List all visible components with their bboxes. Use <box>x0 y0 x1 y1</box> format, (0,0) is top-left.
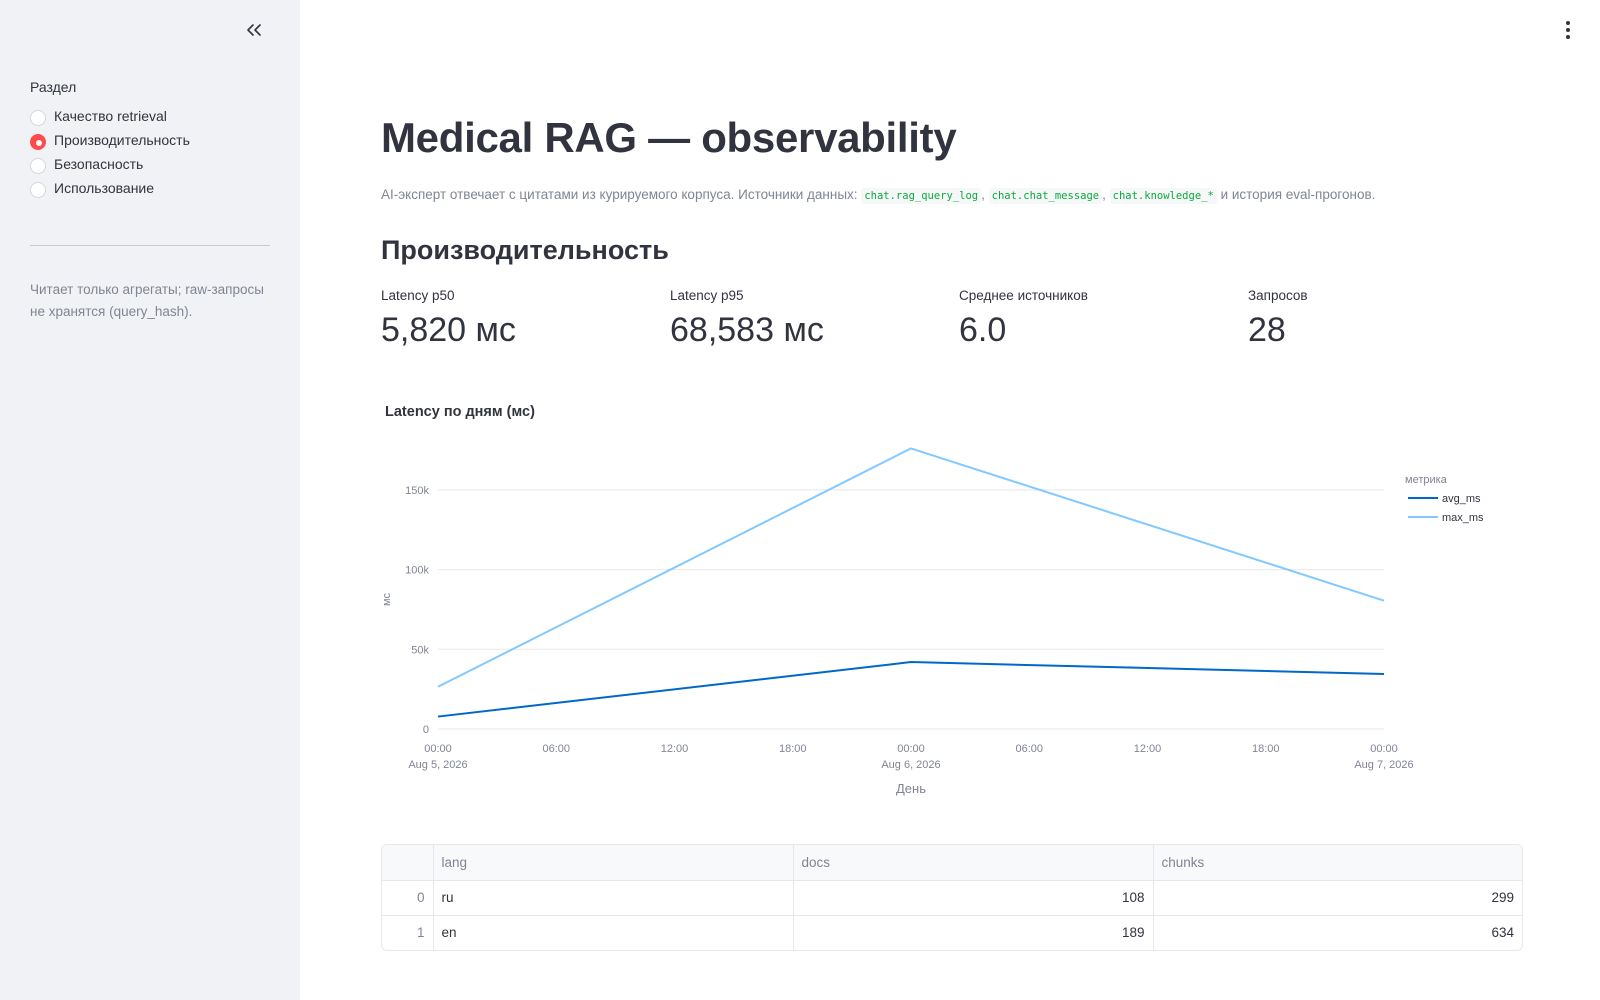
metric-label: Среднее источников <box>959 288 1088 303</box>
subtitle-text-suffix: и история eval-прогонов. <box>1220 187 1376 202</box>
sidebar-divider <box>30 245 270 246</box>
x-tick-label: 06:00 <box>1015 743 1043 755</box>
vertical-dots-icon-dot <box>1566 28 1570 32</box>
metric-label: Запросов <box>1248 288 1308 303</box>
page-title: Medical RAG — observability <box>381 114 957 161</box>
latency-chart[interactable]: Latency по дням (мс) 0 50k 100k 150k 00:00 Au… <box>381 400 1521 820</box>
x-tick-label: 12:00 <box>1134 743 1162 755</box>
chart-title: Latency по дням (мс) <box>385 404 535 420</box>
x-tick-date-label: Aug 6, 2026 <box>881 759 940 771</box>
metric-label: Latency p50 <box>381 288 455 303</box>
series-line-avg_ms <box>437 661 1385 718</box>
table-cell-chunks[interactable]: 299 <box>1153 880 1522 916</box>
metric-label: Latency p95 <box>670 288 744 303</box>
x-tick-date-label: Aug 5, 2026 <box>408 759 467 771</box>
table-header-row: lang docs chunks <box>382 845 1522 881</box>
series-line-max_ms <box>437 447 1385 688</box>
radio-button-unchecked[interactable] <box>30 181 46 198</box>
radio-option-label: Производительность <box>54 132 190 148</box>
legend-label-avg_ms: avg_ms <box>1442 493 1481 505</box>
lang-stats-table[interactable]: lang docs chunks 0 ru 108 299 1 en 189 6… <box>381 844 1523 951</box>
section-radio-group: Качество retrieval Производительность Бе… <box>30 104 190 200</box>
x-tick-label: 18:00 <box>779 743 807 755</box>
radio-option-usage[interactable]: Использование <box>30 176 190 200</box>
sidebar: Раздел Качество retrieval Производительн… <box>0 0 300 1000</box>
x-axis-title: День <box>896 781 926 796</box>
vertical-dots-icon-dot <box>1566 35 1570 39</box>
radio-option-security[interactable]: Безопасность <box>30 152 190 176</box>
code-chat-message: chat.chat_message <box>988 188 1103 204</box>
subtitle-text: AI-эксперт отвечает с цитатами из куриру… <box>381 187 858 202</box>
y-tick-label: 0 <box>423 724 429 736</box>
metric-requests: Запросов 28 <box>1248 288 1308 350</box>
x-tick-label: 00:00 <box>424 743 452 755</box>
chart-svg[interactable]: 0 50k 100k 150k 00:00 Aug 5, 2026 06:00 12:00 18… <box>381 400 1521 820</box>
y-axis-title: мс <box>381 592 393 606</box>
subtitle-sep: , <box>1102 187 1106 202</box>
table-row: 0 ru 108 299 <box>382 880 1522 916</box>
collapse-sidebar-button[interactable] <box>240 18 268 42</box>
radio-option-label: Использование <box>54 180 155 196</box>
metric-value: 28 <box>1248 311 1286 349</box>
table-cell-docs[interactable]: 189 <box>793 915 1154 950</box>
sidebar-caption: Читает только агрегаты; raw-запросы не х… <box>30 282 264 319</box>
table-header-index[interactable] <box>382 845 434 881</box>
x-tick-label: 00:00 <box>897 743 925 755</box>
table-header-docs[interactable]: docs <box>793 845 1154 881</box>
radio-option-label: Безопасность <box>54 156 144 172</box>
x-tick-label: 12:00 <box>661 743 689 755</box>
radio-button-unchecked[interactable] <box>30 109 46 126</box>
main-menu-button[interactable] <box>1560 18 1576 42</box>
metric-avg-sources: Среднее источников 6.0 <box>959 288 1088 350</box>
radio-button-checked[interactable] <box>30 133 46 150</box>
code-rag-query-log: chat.rag_query_log <box>861 188 982 204</box>
table-cell-lang[interactable]: en <box>433 915 794 950</box>
subtitle-sep: , <box>981 187 985 202</box>
y-tick-label: 150k <box>405 485 429 497</box>
x-tick-date-label: Aug 7, 2026 <box>1354 759 1413 771</box>
table-cell-chunks[interactable]: 634 <box>1491 925 1514 941</box>
table-cell-index[interactable]: 0 <box>382 880 434 916</box>
table-row: 1 en 189 634 <box>382 915 1522 950</box>
radio-option-retrieval-quality[interactable]: Качество retrieval <box>30 104 190 128</box>
section-title: Производительность <box>381 235 669 265</box>
metric-latency-p95: Latency p95 68,583 мс <box>670 288 824 350</box>
legend-title: метрика <box>1405 474 1448 486</box>
table-cell-lang[interactable]: ru <box>433 880 794 916</box>
table-cell-docs[interactable]: 108 <box>793 880 1154 916</box>
metric-value: 6.0 <box>959 311 1007 349</box>
metric-latency-p50: Latency p50 5,820 мс <box>381 288 516 350</box>
radio-option-label: Качество retrieval <box>54 108 167 124</box>
x-tick-label: 00:00 <box>1370 743 1398 755</box>
section-radio-label: Раздел <box>30 79 77 95</box>
x-tick-label: 06:00 <box>542 743 570 755</box>
x-tick-label: 18:00 <box>1252 743 1280 755</box>
table-header-lang[interactable]: lang <box>433 845 794 881</box>
table-cell-index[interactable]: 1 <box>382 915 434 950</box>
radio-option-performance[interactable]: Производительность <box>30 128 190 152</box>
table-header-chunks[interactable]: chunks <box>1153 845 1522 881</box>
y-tick-label: 50k <box>411 644 429 656</box>
legend-label-max_ms: max_ms <box>1442 512 1484 524</box>
double-chevron-left-icon <box>247 24 261 36</box>
radio-button-unchecked[interactable] <box>30 157 46 174</box>
page-subtitle: AI-эксперт отвечает с цитатами из куриру… <box>381 187 1376 204</box>
vertical-dots-icon <box>1566 21 1570 25</box>
code-knowledge: chat.knowledge_* <box>1109 188 1217 204</box>
y-tick-label: 100k <box>405 565 429 577</box>
metric-value: 5,820 мс <box>381 311 516 349</box>
metric-value: 68,583 мс <box>670 311 824 349</box>
